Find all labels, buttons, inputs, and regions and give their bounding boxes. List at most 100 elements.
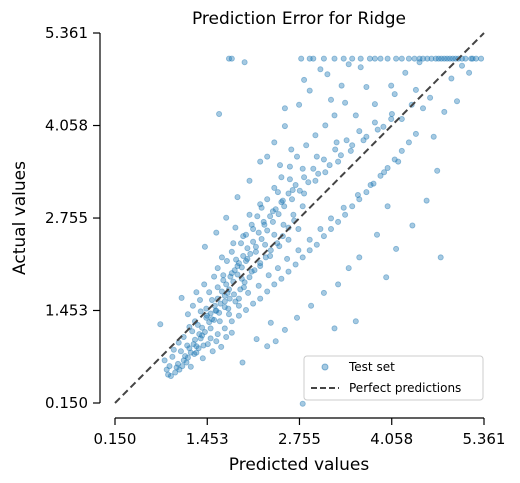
scatter-point [398, 55, 405, 62]
scatter-point [312, 177, 319, 184]
scatter-point [238, 264, 245, 271]
scatter-point [221, 304, 228, 311]
scatter-point [183, 359, 190, 366]
scatter-point [409, 222, 416, 229]
scatter-point [393, 55, 400, 62]
scatter-point [237, 240, 244, 247]
legend-marker-test-set [321, 363, 329, 371]
scatter-point [299, 165, 306, 172]
scatter-point [216, 318, 223, 325]
scatter-point [384, 203, 391, 210]
scatter-point [398, 147, 405, 154]
scatter-point [343, 137, 350, 144]
scatter-point [356, 254, 363, 261]
legend-label-test-set: Test set [348, 360, 395, 374]
scatter-point [196, 331, 203, 338]
scatter-point [272, 206, 279, 213]
scatter-point [395, 158, 402, 165]
scatter-point [180, 357, 187, 364]
scatter-point [232, 298, 239, 305]
scatter-point [388, 111, 395, 118]
scatter-point [248, 221, 255, 228]
y-axis-label: Actual values [10, 161, 30, 275]
scatter-point [255, 229, 262, 236]
scatter-point [278, 174, 285, 181]
scatter-point [265, 272, 272, 279]
scatter-point [255, 282, 262, 289]
scatter-point [195, 345, 202, 352]
scatter-point [281, 105, 288, 112]
scatter-point [184, 342, 191, 349]
scatter-point [366, 55, 373, 62]
scatter-point [466, 69, 473, 76]
scatter-point [239, 359, 246, 366]
scatter-point [201, 243, 208, 250]
scatter-point [337, 152, 344, 159]
scatter-point [176, 366, 183, 373]
scatter-point [213, 229, 220, 236]
scatter-point [223, 333, 230, 340]
scatter-point [441, 55, 448, 62]
scatter-point [338, 82, 345, 89]
scatter-point [264, 343, 271, 350]
scatter-point [437, 254, 444, 261]
scatter-point [167, 372, 174, 379]
scatter-point [166, 363, 173, 370]
scatter-point [260, 218, 267, 225]
scatter-point [380, 123, 387, 130]
scatter-point [345, 61, 352, 68]
scatter-point [197, 335, 204, 342]
scatter-point [391, 91, 398, 98]
scatter-point [276, 243, 283, 250]
scatter-point [349, 55, 356, 62]
scatter-point [244, 255, 251, 262]
scatter-point [295, 225, 302, 232]
scatter-point [435, 55, 442, 62]
scatter-point [363, 189, 370, 196]
scatter-point [312, 132, 319, 139]
scatter-point [204, 341, 211, 348]
scatter-point [349, 203, 356, 210]
scatter-point [289, 186, 296, 193]
scatter-point [228, 318, 235, 325]
scatter-point [411, 55, 418, 62]
scatter-point [317, 225, 324, 232]
scatter-point [295, 247, 302, 254]
scatter-point [371, 119, 378, 126]
scatter-point [267, 252, 274, 259]
scatter-point [335, 218, 342, 225]
scatter-point [170, 346, 177, 353]
scatter-point [257, 262, 264, 269]
scatter-point [371, 101, 378, 108]
scatter-point [191, 350, 198, 357]
scatter-point [274, 265, 281, 272]
scatter-point [327, 215, 334, 222]
scatter-point [363, 133, 370, 140]
scatter-point [187, 363, 194, 370]
scatter-point [264, 227, 271, 234]
scatter-point [299, 254, 306, 261]
scatter-point [228, 270, 235, 277]
scatter-point [218, 288, 225, 295]
scatter-point [241, 279, 248, 286]
scatter-point [254, 213, 261, 220]
scatter-point [220, 272, 227, 279]
scatter-point [296, 187, 303, 194]
scatter-point [189, 328, 196, 335]
scatter-point [177, 348, 184, 355]
scatter-point [230, 240, 237, 247]
scatter-point [227, 273, 234, 280]
scatter-point [272, 338, 279, 345]
chart-title: Prediction Error for Ridge [192, 9, 406, 29]
scatter-point [262, 254, 269, 261]
scatter-point [327, 225, 334, 232]
scatter-point [473, 55, 480, 62]
scatter-point [342, 211, 349, 218]
scatter-point [326, 162, 333, 169]
scatter-point [251, 267, 258, 274]
scatter-point [340, 55, 347, 62]
scatter-point [306, 247, 313, 254]
scatter-point [207, 325, 214, 332]
scatter-point [245, 289, 252, 296]
legend: Test set Perfect predictions [303, 355, 484, 401]
